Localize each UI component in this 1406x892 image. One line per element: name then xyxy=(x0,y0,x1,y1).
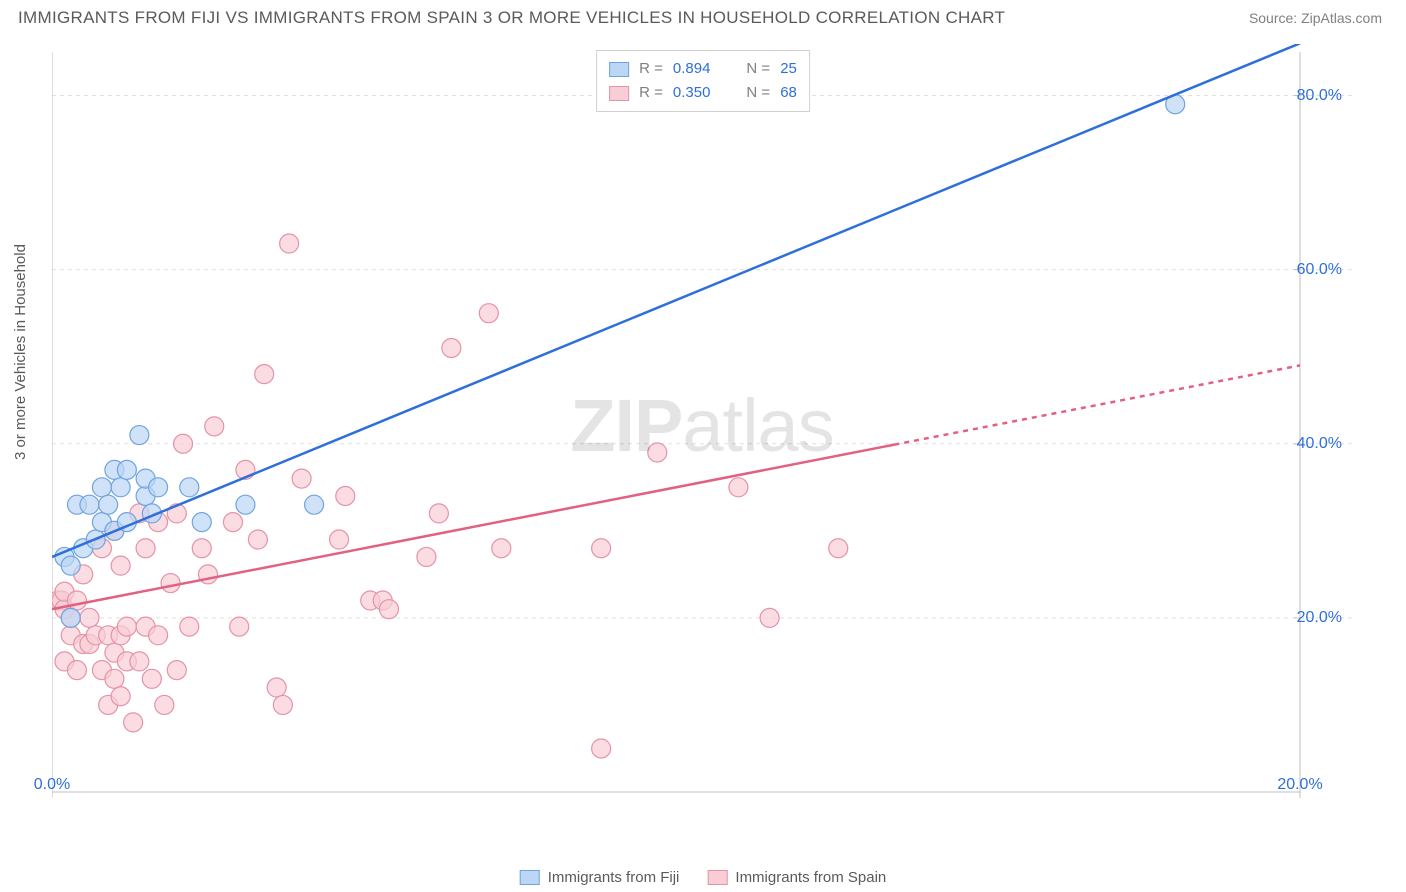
legend-item: Immigrants from Fiji xyxy=(520,869,680,886)
x-tick-label: 0.0% xyxy=(34,776,70,794)
y-tick-label: 20.0% xyxy=(1297,609,1342,627)
scatter-chart-svg xyxy=(52,44,1352,824)
y-tick-label: 80.0% xyxy=(1297,87,1342,105)
chart-title: IMMIGRANTS FROM FIJI VS IMMIGRANTS FROM … xyxy=(18,8,1005,28)
legend-item: Immigrants from Spain xyxy=(707,869,886,886)
series-legend: Immigrants from Fiji Immigrants from Spai… xyxy=(520,869,887,886)
legend-swatch xyxy=(609,62,629,77)
y-tick-label: 40.0% xyxy=(1297,435,1342,453)
legend-label: Immigrants from Spain xyxy=(735,869,886,886)
x-tick-label: 20.0% xyxy=(1277,776,1322,794)
legend-swatch xyxy=(520,870,540,885)
legend-swatch xyxy=(609,86,629,101)
y-tick-label: 60.0% xyxy=(1297,261,1342,279)
legend-label: Immigrants from Fiji xyxy=(548,869,680,886)
plot-area: ZIPatlas 20.0%40.0%60.0%80.0%0.0%20.0% xyxy=(52,44,1352,824)
legend-swatch xyxy=(707,870,727,885)
correlation-legend: R =0.894N =25R =0.350N =68 xyxy=(596,50,810,112)
source-attribution: Source: ZipAtlas.com xyxy=(1249,10,1382,26)
y-axis-label: 3 or more Vehicles in Household xyxy=(12,244,29,460)
